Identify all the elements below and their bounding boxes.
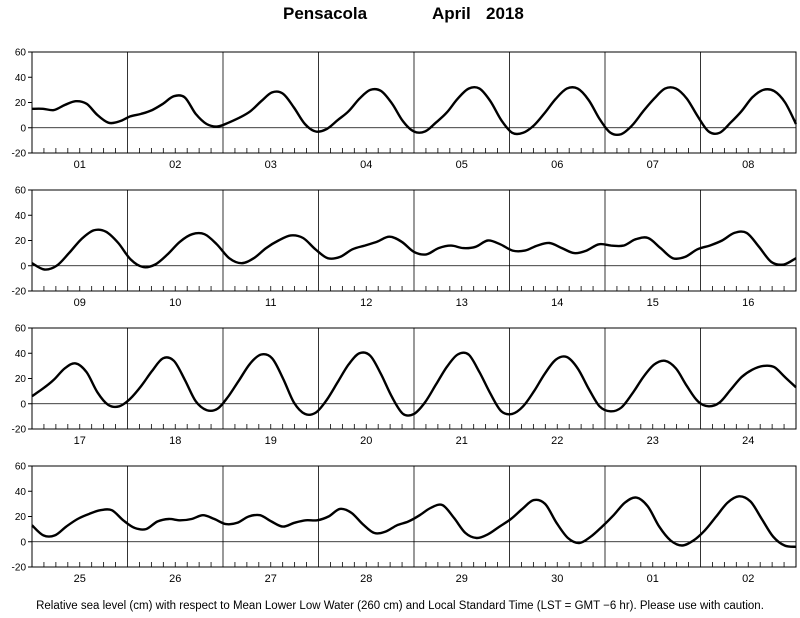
day-label: 30 [551, 573, 563, 585]
day-label: 20 [360, 435, 372, 447]
day-label: 07 [647, 159, 659, 171]
y-tick-label: 40 [15, 211, 27, 222]
day-label: 08 [742, 159, 754, 171]
title-year: 2018 [486, 4, 524, 23]
day-label: 18 [169, 435, 181, 447]
day-label: 13 [456, 297, 468, 309]
day-label: 12 [360, 297, 372, 309]
tide-curve [31, 228, 797, 271]
day-label: 26 [169, 573, 181, 585]
day-label: 24 [742, 435, 754, 447]
y-tick-label: -20 [12, 149, 27, 160]
day-label: 25 [74, 573, 86, 585]
day-label: 23 [647, 435, 659, 447]
day-label: 05 [456, 159, 468, 171]
tide-curve [31, 85, 798, 137]
day-label: 04 [360, 159, 372, 171]
y-tick-label: 60 [15, 186, 27, 197]
day-label: 27 [265, 573, 277, 585]
day-label: 01 [647, 573, 659, 585]
y-tick-label: 40 [15, 487, 27, 498]
day-label: 29 [456, 573, 468, 585]
day-label: 10 [169, 297, 181, 309]
day-label: 21 [456, 435, 468, 447]
day-label: 28 [360, 573, 372, 585]
y-tick-label: 60 [15, 462, 27, 473]
y-tick-label: -20 [12, 425, 27, 436]
day-label: 06 [551, 159, 563, 171]
y-tick-label: 20 [15, 374, 27, 385]
y-tick-label: 20 [15, 98, 27, 109]
day-label: 17 [74, 435, 86, 447]
y-tick-label: 40 [15, 349, 27, 360]
footer-note: Relative sea level (cm) with respect to … [36, 600, 764, 612]
tide-curve [31, 495, 797, 548]
day-label: 22 [551, 435, 563, 447]
y-tick-label: 0 [20, 537, 26, 548]
day-label: 14 [551, 297, 563, 309]
y-tick-label: 40 [15, 73, 27, 84]
y-tick-label: 20 [15, 512, 27, 523]
y-tick-label: 0 [20, 123, 26, 134]
day-label: 01 [74, 159, 86, 171]
y-tick-label: 60 [15, 48, 27, 59]
day-label: 03 [265, 159, 277, 171]
y-tick-label: -20 [12, 563, 27, 574]
y-tick-label: 20 [15, 236, 27, 247]
tide-curve [31, 351, 797, 417]
day-label: 15 [647, 297, 659, 309]
day-label: 11 [265, 297, 276, 309]
day-label: 09 [74, 297, 86, 309]
title-station: Pensacola [283, 4, 368, 23]
title-month: April [432, 4, 471, 23]
y-tick-label: 60 [15, 324, 27, 335]
day-label: 16 [742, 297, 754, 309]
y-tick-label: 0 [20, 261, 26, 272]
day-label: 19 [265, 435, 277, 447]
y-tick-label: -20 [12, 287, 27, 298]
day-label: 02 [169, 159, 181, 171]
day-label: 02 [742, 573, 754, 585]
y-tick-label: 0 [20, 399, 26, 410]
chart-title: Pensacola April 2018 [0, 4, 800, 28]
